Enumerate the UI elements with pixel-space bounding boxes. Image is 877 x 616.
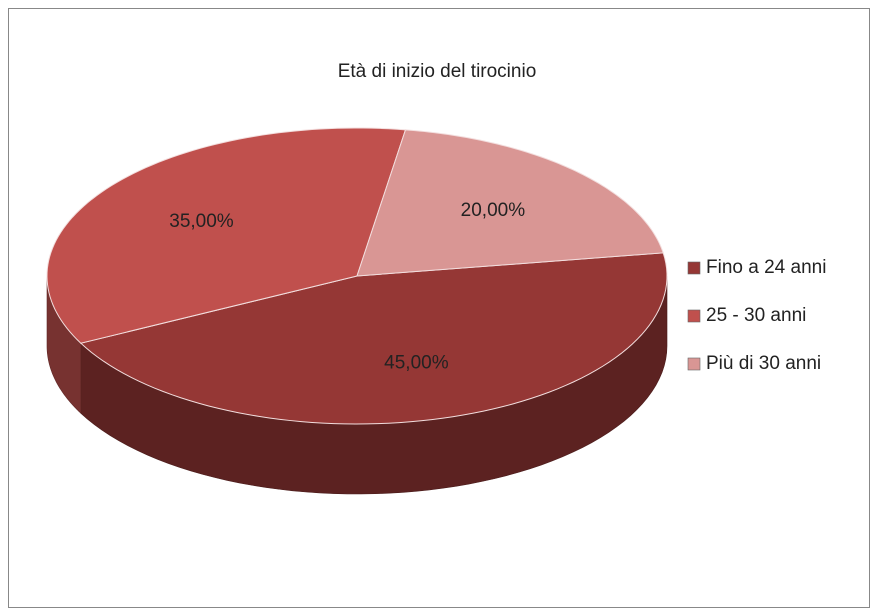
- legend-label: Fino a 24 anni: [706, 257, 826, 278]
- data-label: 20,00%: [461, 200, 526, 221]
- legend-label: Più di 30 anni: [706, 353, 821, 374]
- legend-label: 25 - 30 anni: [706, 305, 806, 326]
- slice: [46, 127, 407, 344]
- legend-swatch: [687, 309, 701, 323]
- data-label: 35,00%: [169, 211, 234, 232]
- slice: [356, 129, 664, 277]
- slice: [79, 252, 668, 425]
- legend-swatch: [687, 357, 701, 371]
- legend-swatch: [687, 261, 701, 275]
- data-label: 45,00%: [384, 352, 449, 373]
- chart-title: Età di inizio del tirocinio: [338, 61, 537, 82]
